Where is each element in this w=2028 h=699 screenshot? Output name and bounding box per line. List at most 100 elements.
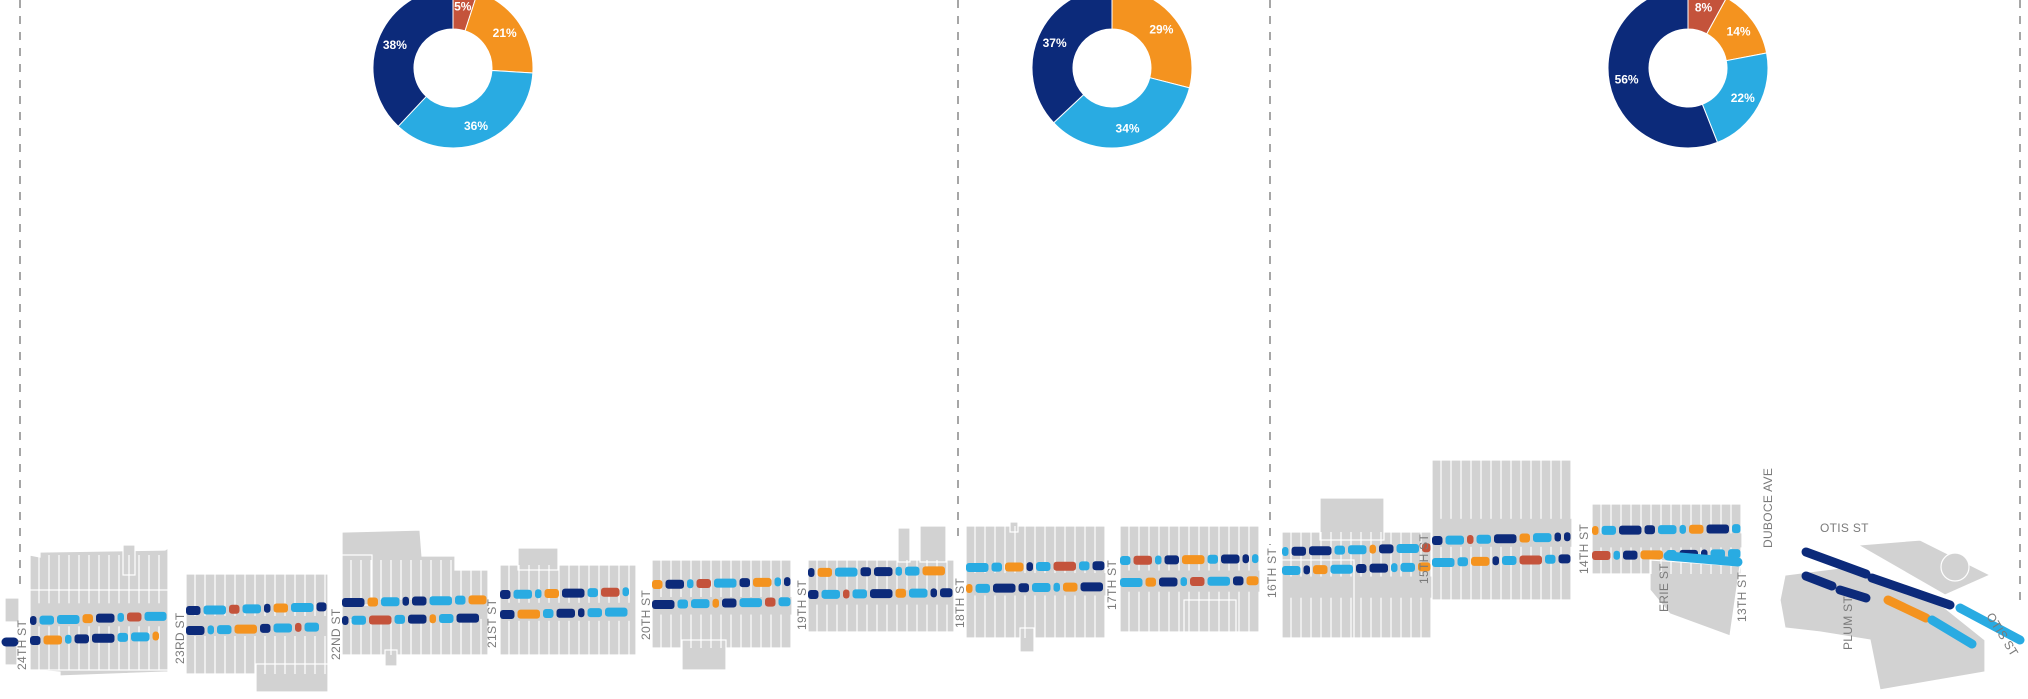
section-dividers <box>19 0 2021 600</box>
parking-segment <box>429 596 452 606</box>
slice-label: 56% <box>1615 73 1639 87</box>
parking-segment <box>765 597 776 607</box>
parking-segment <box>144 611 167 621</box>
parking-segment <box>1159 577 1178 587</box>
parking-segment <box>817 567 832 577</box>
parcel-block <box>897 527 911 563</box>
slice-label: 5% <box>454 0 472 13</box>
parking-segment <box>342 616 349 625</box>
parcel-block <box>1009 521 1019 533</box>
donut-chart: 8% 14% 22% 56% <box>1607 0 1769 149</box>
parking-segment <box>1391 563 1398 573</box>
parking-segment <box>207 625 214 635</box>
parking-segment <box>940 588 953 598</box>
parking-segment <box>1955 603 2025 645</box>
parking-segment <box>500 590 511 599</box>
parking-segment <box>652 580 663 589</box>
slice-label: 34% <box>1116 122 1140 136</box>
parking-segment <box>1706 524 1729 534</box>
parking-segment <box>1801 571 1837 591</box>
parcel-block <box>1019 627 1035 653</box>
parking-segment <box>991 562 1002 572</box>
parking-segment <box>1053 561 1076 571</box>
parking-segment <box>1533 533 1552 543</box>
donut-slice <box>372 0 454 128</box>
parking-segment <box>874 567 893 577</box>
parking-segment <box>1502 556 1517 565</box>
parking-segment <box>835 567 858 577</box>
parking-segment <box>402 596 409 606</box>
parking-segment <box>1640 550 1663 560</box>
parking-segment <box>753 577 772 587</box>
parking-segment <box>234 624 257 634</box>
parking-segment <box>1396 543 1419 553</box>
parcel-block <box>919 525 947 563</box>
parking-segment <box>930 588 937 598</box>
parking-segment <box>1252 554 1259 564</box>
parking-segment <box>1835 585 1871 603</box>
parking-segment <box>1467 535 1474 544</box>
parking-segment <box>1519 533 1530 543</box>
parking-segment <box>131 632 150 642</box>
parking-segment <box>843 589 850 599</box>
donut-slice <box>464 0 534 74</box>
donut-charts: 5% 21% 36% 38% 29% 34% 37% 8% 14% 22% 56% <box>372 0 1769 149</box>
parking-segment <box>127 612 142 622</box>
parking-segment <box>1145 577 1156 587</box>
donut-slice <box>397 69 534 149</box>
street-label: 13TH ST <box>1735 572 1749 622</box>
parcel-block <box>1183 599 1237 633</box>
street-label: 20TH ST <box>639 590 653 640</box>
parking-segment <box>1164 555 1179 565</box>
parking-segment <box>1120 556 1131 565</box>
parking-segment <box>774 577 781 587</box>
parking-segment <box>1619 525 1642 535</box>
street-label: 15TH ST <box>1417 534 1431 584</box>
parking-segment <box>1679 524 1686 534</box>
street-label: 17TH ST <box>1105 560 1119 610</box>
parking-segment <box>186 626 205 635</box>
street-label: 23RD ST <box>173 612 187 664</box>
parking-segment <box>1334 545 1345 555</box>
parking-segment <box>543 609 554 619</box>
parking-segment <box>544 589 559 599</box>
parking-segment <box>1422 543 1431 553</box>
parking-segment <box>517 609 540 619</box>
parking-segment <box>117 632 128 642</box>
parking-segment <box>605 607 628 617</box>
parking-segment <box>739 598 762 608</box>
parking-segment <box>1233 576 1244 586</box>
parking-segment <box>556 608 575 618</box>
slice-label: 38% <box>383 38 407 52</box>
parking-segment <box>39 615 54 625</box>
parking-segment <box>1053 582 1060 592</box>
parking-segment <box>1592 526 1599 535</box>
slice-label: 37% <box>1043 36 1067 50</box>
parcel-block <box>681 639 727 671</box>
parking-segment <box>1400 562 1415 572</box>
parking-segment <box>92 633 115 643</box>
donut-slice <box>1111 0 1193 89</box>
street-label: 22ND ST <box>329 608 343 660</box>
parking-segment <box>295 622 302 632</box>
parking-segment <box>1063 582 1078 592</box>
parcel-block <box>4 597 20 623</box>
parking-segment <box>456 613 479 623</box>
parking-segment <box>1601 525 1616 535</box>
parking-segment <box>1155 555 1162 565</box>
parking-segment <box>1728 549 1741 559</box>
parking-segment <box>1801 547 1871 579</box>
parking-segment <box>909 588 928 598</box>
parcel-block <box>965 525 1107 639</box>
parking-segment <box>1207 554 1218 564</box>
parking-segment <box>1476 534 1491 544</box>
parking-segment <box>1005 562 1024 572</box>
parking-segment <box>714 578 737 588</box>
parking-segment <box>96 613 115 623</box>
parking-segment <box>922 566 945 576</box>
parking-segment <box>1309 546 1332 556</box>
parking-segment <box>273 603 288 613</box>
parking-segment <box>65 634 72 644</box>
parking-segment <box>821 589 840 599</box>
